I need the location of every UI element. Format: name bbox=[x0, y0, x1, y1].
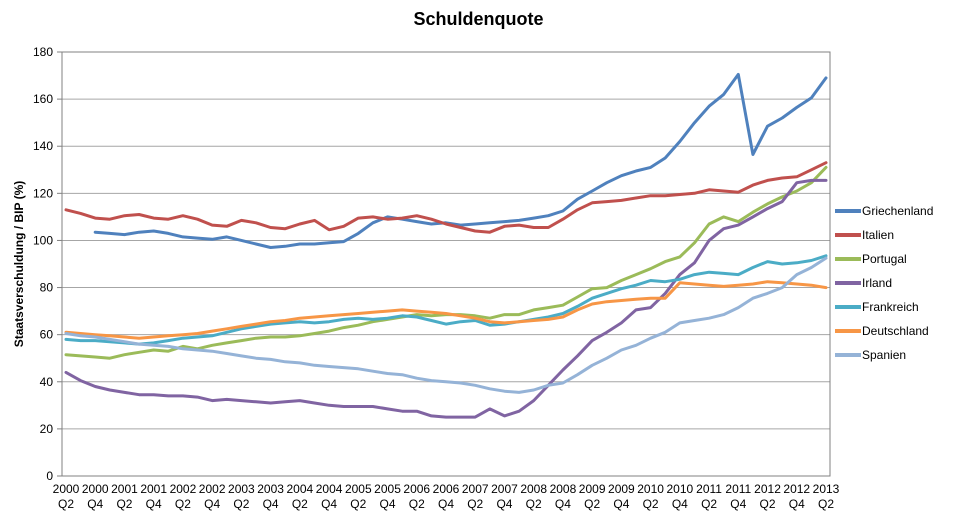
series-line-griechenland bbox=[93, 72, 828, 249]
x-tick-label: 2013 Q2 bbox=[813, 482, 840, 511]
legend-swatch bbox=[835, 329, 861, 333]
legend-swatch bbox=[835, 353, 861, 357]
x-tick-label: 2012 Q4 bbox=[783, 482, 810, 511]
y-tick-label: 80 bbox=[40, 281, 54, 295]
legend-label: Frankreich bbox=[862, 300, 919, 314]
x-tick-label: 2001 Q2 bbox=[111, 482, 138, 511]
x-tick-label: 2006 Q2 bbox=[403, 482, 430, 511]
y-tick-label: 100 bbox=[33, 233, 53, 247]
x-tick-label: 2005 Q2 bbox=[345, 482, 372, 511]
legend-swatch bbox=[835, 209, 861, 213]
x-tick-label: 2002 Q2 bbox=[170, 482, 197, 511]
legend-label: Italien bbox=[862, 228, 895, 242]
legend-label: Deutschland bbox=[862, 324, 929, 338]
x-tick-label: 2000 Q2 bbox=[53, 482, 80, 511]
x-tick-label: 2008 Q2 bbox=[520, 482, 547, 511]
x-tick-label: 2006 Q4 bbox=[433, 482, 460, 511]
series-line-portugal bbox=[64, 165, 828, 360]
x-tick-label: 2012 Q2 bbox=[754, 482, 781, 511]
series-line-deutschland bbox=[64, 280, 828, 340]
x-tick-label: 2004 Q2 bbox=[286, 482, 313, 511]
legend: Griechenland Italien Portugal Irland Frankre… bbox=[835, 199, 933, 367]
legend-label: Portugal bbox=[862, 252, 907, 266]
series-line-spanien bbox=[64, 256, 828, 394]
x-tick-label: 2007 Q4 bbox=[491, 482, 518, 511]
legend-label: Spanien bbox=[862, 348, 907, 362]
series-line-irland bbox=[64, 178, 828, 419]
y-tick-label: 60 bbox=[40, 328, 54, 342]
legend-swatch bbox=[835, 281, 861, 285]
x-tick-label: 2011 Q2 bbox=[696, 482, 722, 511]
x-tick-label: 2003 Q2 bbox=[228, 482, 255, 511]
legend-swatch bbox=[835, 233, 861, 237]
legend-swatch bbox=[835, 257, 861, 261]
y-tick-label: 180 bbox=[33, 45, 53, 59]
legend-item-italien: Italien bbox=[835, 223, 933, 247]
x-tick-label: 2002 Q4 bbox=[199, 482, 226, 511]
legend-item-portugal: Portugal bbox=[835, 247, 933, 271]
x-tick-label: 2009 Q4 bbox=[608, 482, 635, 511]
legend-item-deutschland: Deutschland bbox=[835, 319, 933, 343]
y-tick-label: 0 bbox=[46, 469, 53, 483]
x-tick-label: 2000 Q4 bbox=[82, 482, 109, 511]
legend-swatch bbox=[835, 305, 861, 309]
x-tick-label: 2003 Q4 bbox=[257, 482, 284, 511]
x-tick-label: 2010 Q2 bbox=[637, 482, 664, 511]
y-tick-label: 140 bbox=[33, 139, 53, 153]
legend-label: Irland bbox=[862, 276, 893, 290]
x-tick-label: 2009 Q2 bbox=[579, 482, 606, 511]
chart-title: Schuldenquote bbox=[413, 9, 544, 29]
legend-item-frankreich: Frankreich bbox=[835, 295, 933, 319]
legend-label: Griechenland bbox=[862, 204, 934, 218]
x-tick-label: 2007 Q2 bbox=[462, 482, 489, 511]
x-tick-label: 2011 Q4 bbox=[725, 482, 751, 511]
y-tick-label: 120 bbox=[33, 186, 53, 200]
legend-item-spanien: Spanien bbox=[835, 343, 933, 367]
y-tick-label: 160 bbox=[33, 92, 53, 106]
legend-item-griechenland: Griechenland bbox=[835, 199, 933, 223]
series-line-frankreich bbox=[64, 254, 828, 346]
legend-item-irland: Irland bbox=[835, 271, 933, 295]
series-line-italien bbox=[64, 161, 828, 234]
x-tick-label: 2010 Q4 bbox=[666, 482, 693, 511]
x-tick-label: 2004 Q4 bbox=[316, 482, 343, 511]
y-tick-label: 20 bbox=[40, 422, 54, 436]
x-tick-label: 2001 Q4 bbox=[140, 482, 167, 511]
x-tick-label: 2008 Q4 bbox=[550, 482, 577, 511]
y-tick-label: 40 bbox=[40, 375, 54, 389]
plot-border bbox=[61, 51, 831, 477]
x-tick-label: 2005 Q4 bbox=[374, 482, 401, 511]
